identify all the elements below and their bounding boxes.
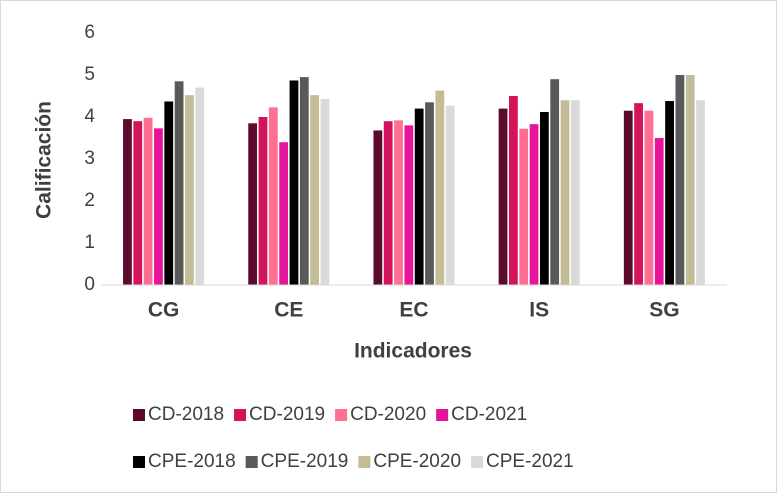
x-tick-label: IS: [529, 299, 549, 322]
bar: [185, 95, 194, 285]
y-axis-label: Calificación: [33, 101, 56, 219]
x-axis-label: Indicadores: [354, 340, 472, 363]
bar: [696, 100, 705, 285]
legend-label: CD-2018: [148, 404, 224, 425]
y-tick-label: 3: [84, 148, 95, 169]
legend-swatch: [133, 409, 145, 421]
bar: [560, 100, 570, 285]
x-tick-label: CG: [148, 299, 180, 322]
bar: [320, 98, 330, 285]
bar: [394, 120, 403, 285]
bar: [279, 142, 289, 285]
bar: [519, 128, 529, 285]
bar: [445, 105, 455, 285]
bar: [623, 110, 633, 285]
legend-label: CD-2019: [249, 404, 325, 425]
bar: [123, 119, 132, 285]
legend-label: CD-2020: [350, 404, 426, 425]
legend-swatch: [234, 409, 247, 421]
bar: [550, 79, 560, 285]
bar: [570, 100, 580, 285]
bar: [414, 108, 424, 285]
legend-swatch: [436, 409, 449, 421]
legend-swatch: [335, 409, 348, 421]
legend-swatch: [245, 456, 258, 468]
bar: [498, 108, 508, 285]
bar: [258, 117, 268, 285]
y-tick-label: 6: [84, 22, 95, 43]
y-tick-label: 1: [84, 232, 95, 253]
bar: [154, 128, 163, 285]
bar: [654, 138, 664, 285]
legend-label: CPE-2021: [486, 451, 574, 472]
legend-label: CD-2021: [451, 404, 527, 425]
bar: [195, 87, 205, 285]
bar: [644, 110, 654, 285]
legend-swatch: [358, 456, 371, 468]
bar: [665, 101, 674, 285]
legend-label: CPE-2020: [373, 451, 461, 472]
y-tick-label: 5: [84, 64, 95, 85]
bar: [435, 90, 445, 285]
legend-label: CPE-2018: [148, 451, 236, 472]
y-tick-label: 4: [84, 106, 95, 127]
y-tick-label: 0: [84, 274, 95, 295]
bar: [164, 101, 174, 286]
bar: [539, 111, 549, 286]
bar: [404, 125, 414, 286]
legend-swatch: [471, 456, 484, 468]
bar: [508, 96, 518, 285]
bar: [383, 121, 393, 285]
bar: [248, 123, 258, 285]
bar: [268, 107, 278, 285]
bar: [634, 103, 643, 285]
bar: [143, 117, 153, 285]
legend-label: CPE-2019: [261, 451, 349, 472]
bar: [133, 121, 143, 285]
bar: [425, 102, 434, 285]
legend-swatch: [133, 456, 145, 468]
x-tick-label: SG: [649, 299, 679, 322]
bar: [685, 75, 695, 285]
bar: [529, 124, 539, 285]
bar: [675, 75, 685, 285]
x-tick-label: EC: [399, 299, 428, 322]
bar: [174, 81, 184, 285]
bar: [373, 130, 383, 285]
bar: [310, 95, 320, 285]
bar: [289, 80, 299, 286]
bar: [299, 77, 309, 285]
y-tick-label: 2: [84, 190, 95, 211]
x-tick-label: CE: [274, 299, 303, 322]
